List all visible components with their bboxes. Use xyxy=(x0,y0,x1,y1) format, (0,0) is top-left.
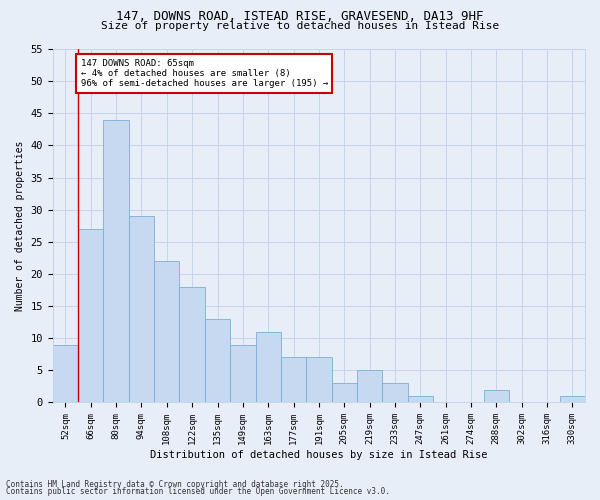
Text: Contains public sector information licensed under the Open Government Licence v3: Contains public sector information licen… xyxy=(6,487,390,496)
Y-axis label: Number of detached properties: Number of detached properties xyxy=(15,140,25,311)
Bar xyxy=(103,120,129,403)
Bar xyxy=(256,332,281,402)
Bar xyxy=(179,287,205,403)
Bar xyxy=(332,383,357,402)
Bar xyxy=(205,319,230,402)
Bar xyxy=(560,396,585,402)
Text: Contains HM Land Registry data © Crown copyright and database right 2025.: Contains HM Land Registry data © Crown c… xyxy=(6,480,344,489)
Bar xyxy=(407,396,433,402)
Bar xyxy=(129,216,154,402)
Text: 147 DOWNS ROAD: 65sqm
← 4% of detached houses are smaller (8)
96% of semi-detach: 147 DOWNS ROAD: 65sqm ← 4% of detached h… xyxy=(80,58,328,88)
Bar xyxy=(382,383,407,402)
Bar xyxy=(357,370,382,402)
Text: 147, DOWNS ROAD, ISTEAD RISE, GRAVESEND, DA13 9HF: 147, DOWNS ROAD, ISTEAD RISE, GRAVESEND,… xyxy=(116,10,484,23)
Bar xyxy=(53,344,78,403)
Bar xyxy=(154,261,179,402)
Bar xyxy=(230,344,256,403)
X-axis label: Distribution of detached houses by size in Istead Rise: Distribution of detached houses by size … xyxy=(150,450,488,460)
Bar xyxy=(281,358,306,403)
Bar xyxy=(484,390,509,402)
Bar xyxy=(78,229,103,402)
Bar xyxy=(306,358,332,403)
Text: Size of property relative to detached houses in Istead Rise: Size of property relative to detached ho… xyxy=(101,21,499,31)
